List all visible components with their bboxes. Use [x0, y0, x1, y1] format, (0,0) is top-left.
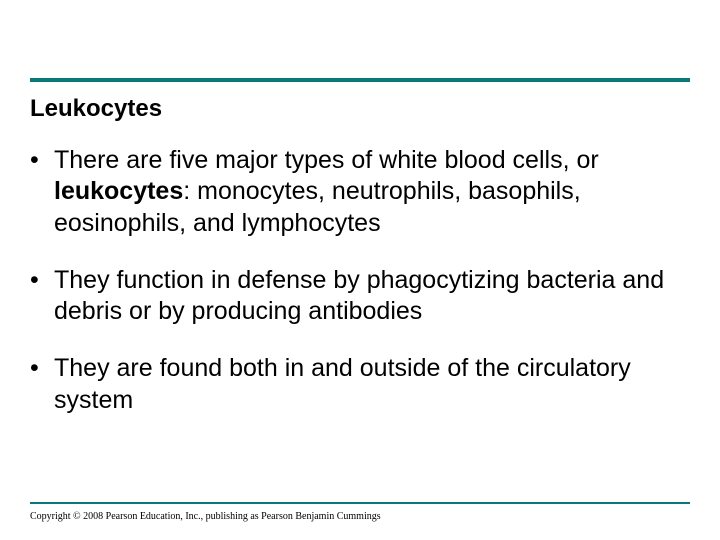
top-divider	[30, 78, 690, 82]
slide: Leukocytes There are five major types of…	[0, 0, 720, 540]
bullet-bold-term: leukocytes	[54, 177, 183, 205]
bullet-text-prefix: There are five major types of white bloo…	[54, 146, 599, 174]
bullet-item: There are five major types of white bloo…	[30, 145, 690, 239]
slide-title: Leukocytes	[30, 95, 162, 123]
slide-body: There are five major types of white bloo…	[30, 145, 690, 442]
bullet-item: They function in defense by phagocytizin…	[30, 265, 690, 328]
bullet-item: They are found both in and outside of th…	[30, 353, 690, 416]
bullet-text-prefix: They function in defense by phagocytizin…	[54, 266, 664, 325]
copyright-text: Copyright © 2008 Pearson Education, Inc.…	[30, 511, 381, 522]
bottom-divider	[30, 502, 690, 504]
bullet-text-prefix: They are found both in and outside of th…	[54, 354, 631, 413]
